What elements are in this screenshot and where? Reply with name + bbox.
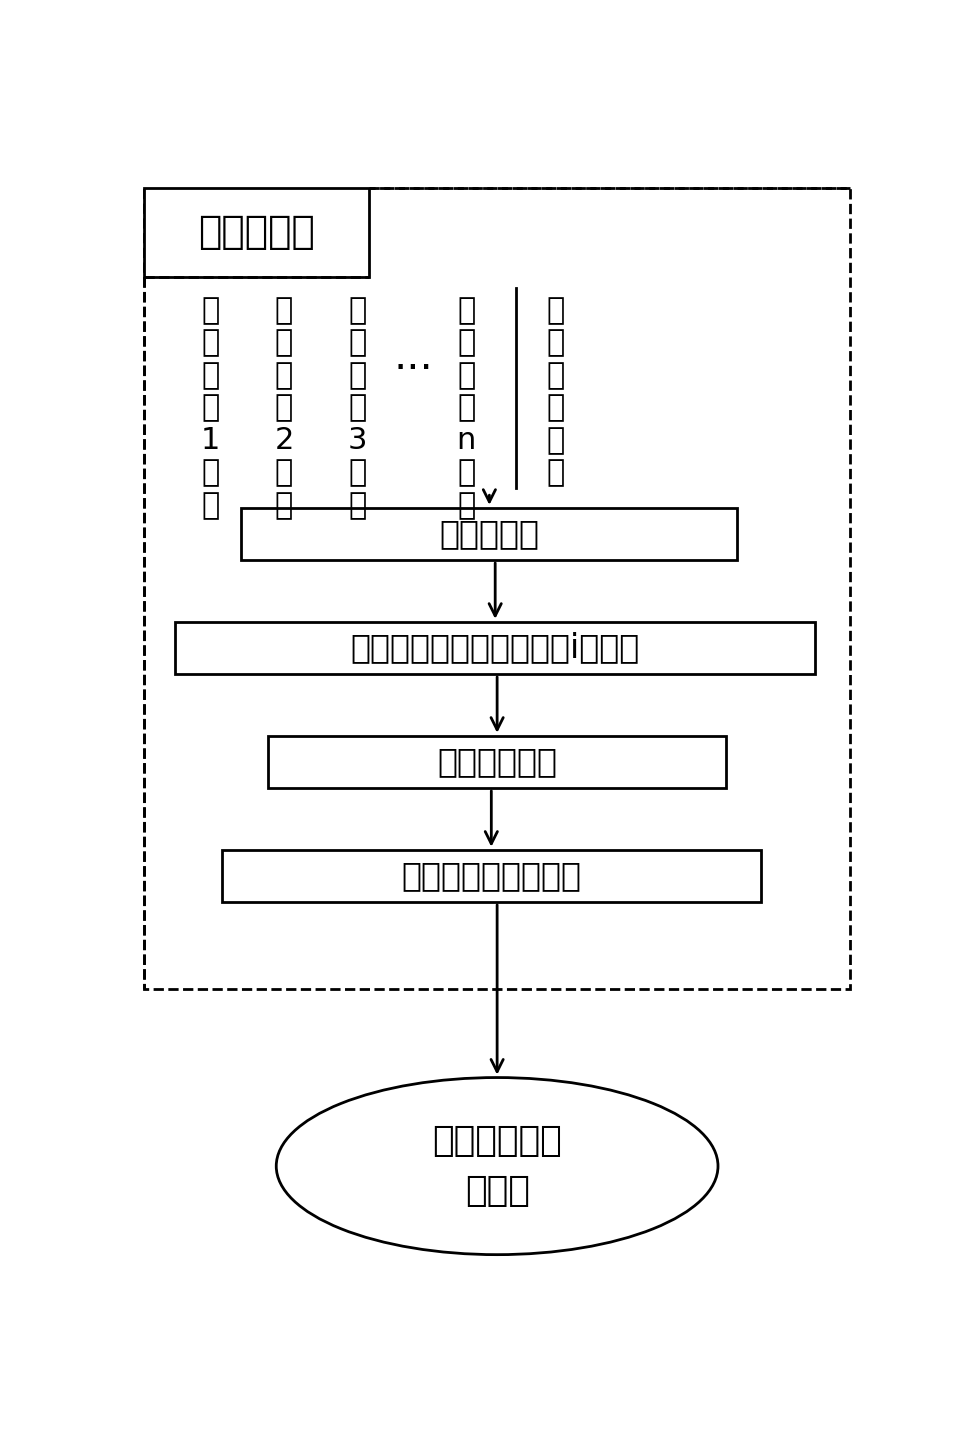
Text: 可靠性点估计: 可靠性点估计 (437, 746, 556, 779)
Text: 相似度模块: 相似度模块 (199, 213, 315, 252)
Text: ···: ··· (393, 348, 433, 390)
Text: 历
史
样
本
3
信
息: 历 史 样 本 3 信 息 (348, 297, 367, 520)
Bar (144, 189, 849, 989)
Bar (143, 187, 369, 276)
Text: 历
史
样
本
1
信
息: 历 史 样 本 1 信 息 (201, 297, 220, 520)
Text: 历
史
样
本
n
信
息: 历 史 样 本 n 信 息 (456, 297, 476, 520)
Text: 拟合部件可靠性模型: 拟合部件可靠性模型 (401, 860, 580, 893)
Text: 构建特征集: 构建特征集 (439, 517, 539, 550)
Text: 计算对象样本与历史样本i相似度: 计算对象样本与历史样本i相似度 (350, 631, 640, 664)
Text: 历
史
样
本
2
信
息: 历 史 样 本 2 信 息 (274, 297, 294, 520)
Bar (175, 622, 814, 674)
Text: 对
象
样
本
信
息: 对 象 样 本 信 息 (546, 297, 564, 487)
Bar (268, 736, 725, 788)
Text: 部件在轨可靠
性模型: 部件在轨可靠 性模型 (432, 1125, 561, 1208)
Bar (241, 508, 736, 560)
Ellipse shape (276, 1077, 717, 1254)
Bar (222, 850, 760, 901)
Bar (144, 189, 369, 276)
